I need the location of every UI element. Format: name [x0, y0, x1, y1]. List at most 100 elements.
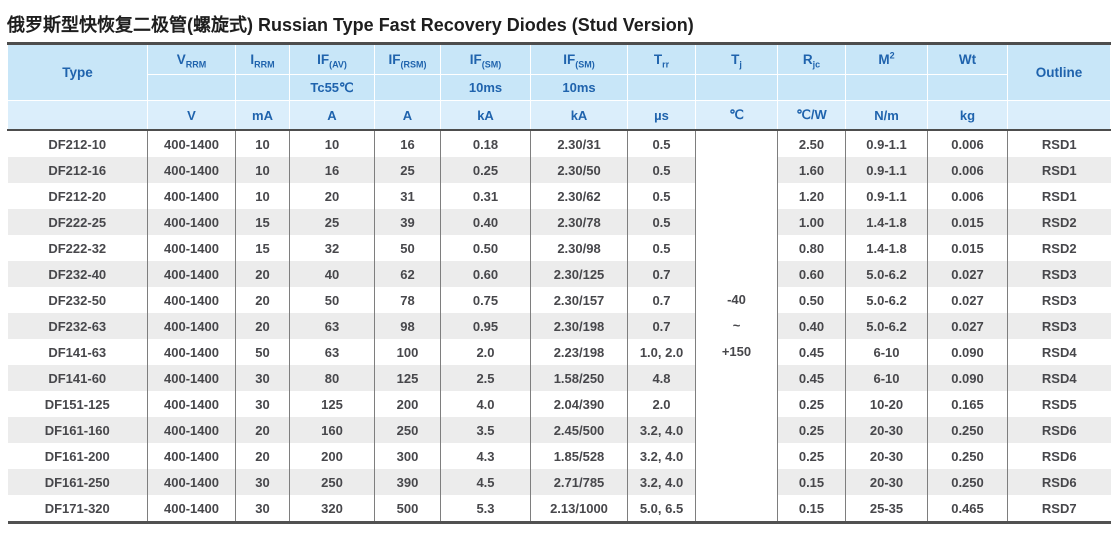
cell-if_av: 16 — [289, 157, 375, 183]
cell-vrrm: 400-1400 — [147, 417, 236, 443]
cell-if_sm_2: 2.13/1000 — [530, 495, 628, 523]
cell-trr: 0.5 — [627, 130, 696, 157]
cell-type: DF212-16 — [7, 157, 148, 183]
cell-m2: 20-30 — [845, 443, 928, 469]
cell-if_sm_2: 2.30/98 — [530, 235, 628, 261]
cell-wt: 0.250 — [927, 443, 1008, 469]
cell-if_rsm: 125 — [374, 365, 441, 391]
cell-vrrm: 400-1400 — [147, 157, 236, 183]
tj-range-line: -40 — [727, 292, 746, 307]
cell-wt: 0.090 — [927, 339, 1008, 365]
cell-wt: 0.015 — [927, 235, 1008, 261]
table-header: Type VRRM IRRM IF(AV) IF(RSM) IF(SM) IF(SM) Trr… — [7, 43, 1111, 131]
col-header-if_av: IF(AV) — [289, 43, 375, 75]
col-header-tj: Tj — [695, 43, 778, 75]
cell-wt: 0.250 — [927, 469, 1008, 495]
col-label: IF — [469, 52, 482, 67]
col-label: IF — [563, 52, 576, 67]
cell-trr: 5.0, 6.5 — [627, 495, 696, 523]
cell-vrrm: 400-1400 — [147, 287, 236, 313]
page-title: 俄罗斯型快恢复二极管(螺旋式) Russian Type Fast Recove… — [7, 15, 694, 35]
cell-if_av: 63 — [289, 313, 375, 339]
cell-outline: RSD4 — [1007, 339, 1111, 365]
cell-if_rsm: 100 — [374, 339, 441, 365]
col-unit-rjc: ℃/W — [777, 100, 846, 131]
cell-wt: 0.015 — [927, 209, 1008, 235]
col-condition-tj — [695, 74, 778, 101]
cell-m2: 6-10 — [845, 365, 928, 391]
cell-vrrm: 400-1400 — [147, 365, 236, 391]
cell-outline: RSD3 — [1007, 261, 1111, 287]
table-row: DF232-63 400-1400 20 63 98 0.95 2.30/198 0.7 0.4… — [7, 313, 1111, 339]
cell-irrm: 30 — [235, 391, 290, 417]
cell-type: DF222-32 — [7, 235, 148, 261]
cell-irrm: 20 — [235, 313, 290, 339]
cell-trr: 0.5 — [627, 235, 696, 261]
col-unit-if_rsm: A — [374, 100, 441, 131]
col-label: Outline — [1035, 65, 1083, 80]
diode-spec-table: Type VRRM IRRM IF(AV) IF(RSM) IF(SM) IF(SM) Trr… — [7, 42, 1111, 524]
cell-if_rsm: 25 — [374, 157, 441, 183]
cell-if_sm_2: 2.71/785 — [530, 469, 628, 495]
cell-vrrm: 400-1400 — [147, 443, 236, 469]
table-row: DF212-10 400-1400 10 10 16 0.18 2.30/31 0.5 -40 ~… — [7, 130, 1111, 523]
cell-m2: 20-30 — [845, 469, 928, 495]
cell-if_rsm: 62 — [374, 261, 441, 287]
col-condition-if_sm_1: 10ms — [440, 74, 531, 101]
cell-vrrm: 400-1400 — [147, 261, 236, 287]
cell-irrm: 30 — [235, 365, 290, 391]
cell-if_sm_1: 4.0 — [440, 391, 531, 417]
col-unit-outline — [1007, 100, 1111, 131]
cell-if_sm_1: 0.50 — [440, 235, 531, 261]
col-label-sup: 2 — [889, 50, 895, 61]
cell-if_sm_1: 0.40 — [440, 209, 531, 235]
cell-if_sm_1: 0.31 — [440, 183, 531, 209]
cell-irrm: 30 — [235, 469, 290, 495]
table-row: DF232-40 400-1400 20 40 62 0.60 2.30/125 0.7 0.6… — [7, 261, 1111, 287]
cell-m2: 25-35 — [845, 495, 928, 523]
col-condition-if_av: Tc55℃ — [289, 74, 375, 101]
table-body: DF212-10 400-1400 10 10 16 0.18 2.30/31 0.5 -40 ~… — [7, 130, 1111, 523]
table-row: DF141-60 400-1400 30 80 125 2.5 1.58/250 4.8 0.4… — [7, 365, 1111, 391]
tj-range-line: +150 — [721, 344, 752, 359]
cell-if_sm_2: 1.85/528 — [530, 443, 628, 469]
col-unit-vrrm: V — [147, 100, 236, 131]
cell-wt: 0.165 — [927, 391, 1008, 417]
col-header-type: Type — [7, 43, 148, 101]
col-unit-if_sm_2: kA — [530, 100, 628, 131]
cell-vrrm: 400-1400 — [147, 209, 236, 235]
col-label: M — [878, 52, 890, 67]
cell-type: DF232-50 — [7, 287, 148, 313]
cell-type: DF161-250 — [7, 469, 148, 495]
cell-if_sm_2: 2.30/125 — [530, 261, 628, 287]
cell-m2: 20-30 — [845, 417, 928, 443]
cell-irrm: 30 — [235, 495, 290, 523]
cell-if_sm_2: 2.30/78 — [530, 209, 628, 235]
cell-m2: 10-20 — [845, 391, 928, 417]
cell-type: DF232-40 — [7, 261, 148, 287]
cell-if_sm_1: 2.0 — [440, 339, 531, 365]
cell-m2: 5.0-6.2 — [845, 261, 928, 287]
col-header-trr: Trr — [627, 43, 696, 75]
col-label: Wt — [958, 52, 977, 67]
cell-type: DF212-20 — [7, 183, 148, 209]
cell-vrrm: 400-1400 — [147, 339, 236, 365]
cell-if_rsm: 39 — [374, 209, 441, 235]
cell-m2: 5.0-6.2 — [845, 287, 928, 313]
table-row: DF222-32 400-1400 15 32 50 0.50 2.30/98 0.5 0.80… — [7, 235, 1111, 261]
cell-m2: 5.0-6.2 — [845, 313, 928, 339]
header-row-conditions: Tc55℃ 10ms 10ms — [8, 74, 1111, 101]
cell-wt: 0.027 — [927, 261, 1008, 287]
cell-m2: 0.9-1.1 — [845, 130, 928, 157]
cell-m2: 0.9-1.1 — [845, 183, 928, 209]
cell-irrm: 10 — [235, 157, 290, 183]
cell-outline: RSD6 — [1007, 443, 1111, 469]
cell-rjc: 0.40 — [777, 313, 846, 339]
cell-outline: RSD2 — [1007, 235, 1111, 261]
cell-if_rsm: 390 — [374, 469, 441, 495]
cell-if_av: 63 — [289, 339, 375, 365]
cell-outline: RSD3 — [1007, 313, 1111, 339]
cell-if_sm_2: 2.45/500 — [530, 417, 628, 443]
col-unit-m2: N/m — [845, 100, 928, 131]
cell-if_sm_2: 2.23/198 — [530, 339, 628, 365]
